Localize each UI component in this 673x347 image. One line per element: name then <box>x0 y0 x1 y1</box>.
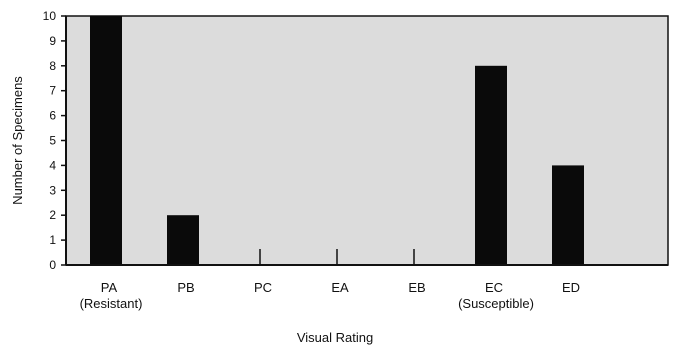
x-category-label: EC <box>485 280 503 295</box>
x-axis-title: Visual Rating <box>297 330 373 345</box>
bar-pa <box>90 16 122 265</box>
x-category-label: EB <box>408 280 425 295</box>
x-category-label: PB <box>177 280 194 295</box>
y-tick-label: 7 <box>49 84 56 98</box>
y-tick-label: 2 <box>49 208 56 222</box>
x-category-label: ED <box>562 280 580 295</box>
y-tick-label: 1 <box>49 233 56 247</box>
y-tick-label: 0 <box>49 258 56 272</box>
y-tick-label: 6 <box>49 109 56 123</box>
plot-area: 0 1 2 3 4 5 6 7 8 9 10 PA(Resistant) PB PC EA EB EC(Sus… <box>43 9 669 311</box>
y-axis-ticks: 0 1 2 3 4 5 6 7 8 9 10 <box>43 9 66 272</box>
y-tick-label: 4 <box>49 158 56 172</box>
x-category-label: EA <box>331 280 349 295</box>
x-category-sublabel: (Resistant) <box>80 296 143 311</box>
bar-ed <box>552 165 584 265</box>
y-tick-label: 5 <box>49 134 56 148</box>
y-axis-title: Number of Specimens <box>10 76 25 205</box>
x-category-label: PA <box>101 280 118 295</box>
y-tick-label: 10 <box>43 9 57 23</box>
y-tick-label: 8 <box>49 59 56 73</box>
x-category-label: PC <box>254 280 272 295</box>
x-category-sublabel: (Susceptible) <box>458 296 534 311</box>
bars-group <box>90 16 584 265</box>
bar-pb <box>167 215 199 265</box>
zero-value-markers <box>259 249 415 265</box>
y-tick-label: 3 <box>49 183 56 197</box>
y-tick-label: 9 <box>49 34 56 48</box>
bar-ec <box>475 65 507 265</box>
x-axis-labels: PA(Resistant) PB PC EA EB EC(Susceptible) ED <box>80 280 580 311</box>
